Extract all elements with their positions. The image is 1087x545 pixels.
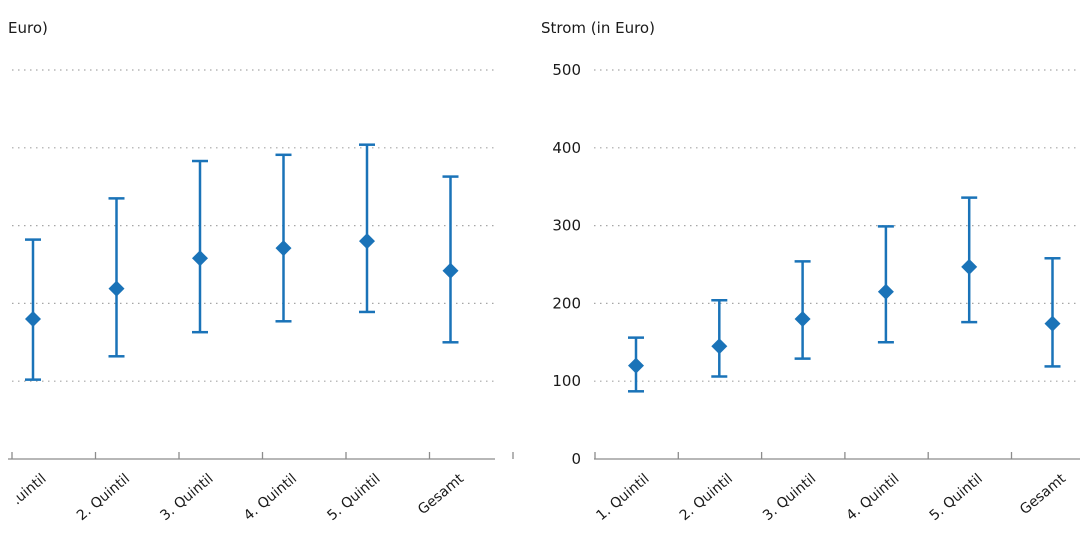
left-chart-ylabel: Euro) (8, 19, 48, 37)
right-data-point (877, 283, 894, 300)
left-category-label: 5. Quintil (324, 471, 383, 524)
right-ytick-label: 0 (571, 450, 581, 468)
right-data-point (711, 338, 728, 355)
right-ytick-label: 500 (552, 61, 581, 79)
right-category-label: 2. Quintil (677, 471, 736, 524)
right-category-label: 1. Quintil (593, 471, 652, 524)
right-category-label: 3. Quintil (760, 471, 819, 524)
right-ytick-label: 300 (552, 217, 581, 235)
left-data-point (275, 240, 292, 257)
left-data-point (25, 310, 41, 327)
right-category-label: Gesamt (1017, 470, 1069, 518)
right-ytick-label: 100 (552, 372, 581, 390)
left-data-point (359, 233, 375, 250)
right-chart-ylabel: Strom (in Euro) (541, 19, 655, 37)
left-category-label: .uintil (9, 471, 49, 509)
left-data-point (192, 250, 208, 267)
right-ytick-label: 200 (552, 294, 581, 312)
left-chart-panel: Euro) .uintil 2. Quintil 3. Quintil 4. Quin… (8, 19, 514, 524)
right-data-point (1044, 315, 1061, 332)
left-category-label: 3. Quintil (157, 471, 216, 524)
right-data-point (794, 310, 811, 327)
right-category-label: 5. Quintil (927, 471, 986, 524)
right-chart-panel: Strom (in Euro) 0 100 200 300 400 500 1. Quint… (541, 19, 1080, 524)
left-category-label: 2. Quintil (74, 471, 133, 524)
right-ytick-label: 400 (552, 139, 581, 157)
left-category-label: 4. Quintil (241, 471, 300, 524)
right-data-point (628, 357, 644, 374)
left-data-point (442, 262, 459, 279)
right-data-point (961, 258, 978, 275)
right-category-label: 4. Quintil (843, 471, 902, 524)
left-category-label: Gesamt (415, 470, 467, 518)
left-data-point (108, 280, 125, 297)
